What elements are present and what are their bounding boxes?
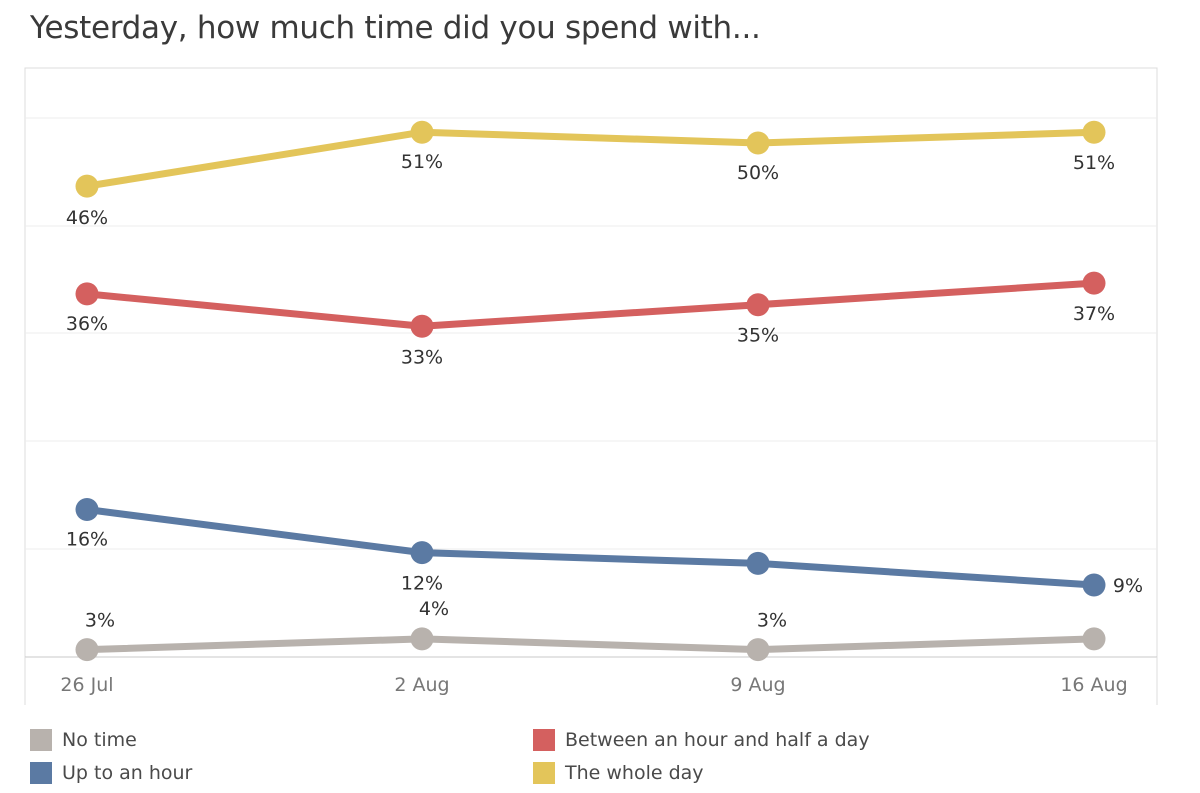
point-no-time-16-aug (1082, 627, 1106, 651)
data-label-the-whole-day-26-jul: 46% (66, 207, 108, 229)
point-between-an-hour-and-half-a-day-9-aug (746, 293, 770, 317)
point-the-whole-day-2-aug (410, 120, 434, 144)
point-between-an-hour-and-half-a-day-2-aug (410, 314, 434, 338)
plot-frame (24, 67, 1158, 658)
legend-swatch-no-time (30, 729, 52, 751)
x-tick-label-26-jul: 26 Jul (60, 674, 113, 696)
data-label-the-whole-day-2-aug: 51% (401, 151, 443, 173)
series-line-no-time (83, 635, 1098, 654)
legend-swatch-whole-day (533, 762, 555, 784)
legend-item-whole-day[interactable]: The whole day (533, 760, 704, 786)
data-label-the-whole-day-9-aug: 50% (737, 162, 779, 184)
x-tick-label-16-aug: 16 Aug (1060, 674, 1127, 696)
legend-item-between-hour-half-day[interactable]: Between an hour and half a day (533, 727, 870, 753)
series-line-up-to-an-hour (83, 506, 1098, 589)
data-label-between-an-hour-and-half-a-day-2-aug: 33% (401, 346, 443, 368)
point-no-time-2-aug (410, 627, 434, 651)
legend-item-up-to-an-hour[interactable]: Up to an hour (30, 760, 192, 786)
point-no-time-9-aug (746, 638, 770, 662)
point-up-to-an-hour-16-aug (1082, 573, 1106, 597)
point-up-to-an-hour-2-aug (410, 541, 434, 565)
point-the-whole-day-16-aug (1082, 120, 1106, 144)
point-between-an-hour-and-half-a-day-26-jul (75, 282, 99, 306)
data-label-between-an-hour-and-half-a-day-9-aug: 35% (737, 325, 779, 347)
point-between-an-hour-and-half-a-day-16-aug (1082, 271, 1106, 295)
data-label-no-time-9-aug: 3% (757, 610, 787, 632)
legend-item-no-time[interactable]: No time (30, 727, 137, 753)
legend-label-up-to-an-hour: Up to an hour (62, 762, 193, 784)
line-chart: 26 Jul 2 Aug 9 Aug 16 Aug 46% 51% 50% 51% 36% 33%… (24, 67, 1158, 705)
point-up-to-an-hour-9-aug (746, 551, 770, 575)
data-label-between-an-hour-and-half-a-day-16-aug: 37% (1073, 303, 1115, 325)
data-label-no-time-2-aug: 4% (419, 598, 449, 620)
legend-swatch-up-to-an-hour (30, 762, 52, 784)
x-tick-label-9-aug: 9 Aug (730, 674, 785, 696)
series-line-between-an-hour-and-half-a-day (83, 279, 1098, 330)
data-label-up-to-an-hour-16-aug: 9% (1113, 575, 1143, 597)
x-tick-label-2-aug: 2 Aug (394, 674, 449, 696)
data-label-up-to-an-hour-26-jul: 16% (66, 529, 108, 551)
point-up-to-an-hour-26-jul (75, 498, 99, 522)
point-the-whole-day-26-jul (75, 174, 99, 198)
chart-legend: No time Up to an hour Between an hour an… (30, 727, 1180, 793)
data-label-up-to-an-hour-2-aug: 12% (401, 573, 443, 595)
legend-label-no-time: No time (62, 729, 137, 751)
data-label-the-whole-day-16-aug: 51% (1073, 152, 1115, 174)
point-no-time-26-jul (75, 638, 99, 662)
legend-swatch-between-hour-half-day (533, 729, 555, 751)
data-label-between-an-hour-and-half-a-day-26-jul: 36% (66, 313, 108, 335)
legend-label-whole-day: The whole day (565, 762, 704, 784)
legend-label-between-hour-half-day: Between an hour and half a day (565, 729, 870, 751)
chart-title: Yesterday, how much time did you spend w… (30, 10, 761, 46)
series-line-the-whole-day (83, 128, 1098, 190)
data-label-no-time-26-jul: 3% (85, 610, 115, 632)
point-the-whole-day-9-aug (746, 131, 770, 155)
